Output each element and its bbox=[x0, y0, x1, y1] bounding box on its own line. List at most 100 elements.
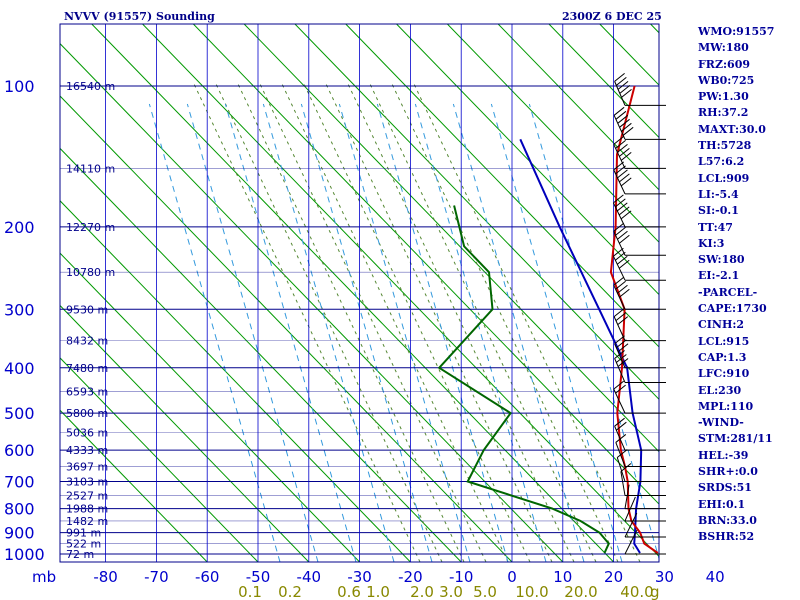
mixing-ratio-line bbox=[414, 103, 547, 562]
dry-adiabat-line bbox=[142, 24, 659, 558]
temperature-tick-label: -40 bbox=[297, 568, 322, 586]
mixing-ratio-line bbox=[186, 103, 319, 562]
index-item: WB0:725 bbox=[698, 73, 755, 87]
wind-barb-flag bbox=[615, 140, 626, 149]
mixing-ratio-label: 20.0 bbox=[564, 583, 597, 600]
pressure-label: 300 bbox=[4, 300, 35, 319]
dry-adiabat-line bbox=[60, 147, 462, 562]
dry-adiabat-line bbox=[446, 24, 659, 243]
height-label: 1482 m bbox=[66, 515, 108, 528]
wind-barb-flag bbox=[617, 230, 628, 240]
index-item: RH:37.2 bbox=[698, 106, 749, 120]
mixing-ratio-label: 0.1 bbox=[238, 583, 262, 600]
wind-barb bbox=[613, 380, 666, 414]
height-label: 72 m bbox=[66, 548, 94, 561]
dry-adiabat-line bbox=[345, 24, 659, 348]
height-label: 4333 m bbox=[66, 444, 108, 457]
height-label: 5036 m bbox=[66, 426, 108, 439]
wind-barb bbox=[612, 247, 666, 281]
wind-barb-staff bbox=[616, 457, 626, 482]
wind-barb-flag bbox=[615, 280, 626, 290]
height-label: 3103 m bbox=[66, 476, 108, 489]
pressure-label: 400 bbox=[4, 359, 35, 378]
height-label: 3697 m bbox=[66, 460, 108, 473]
pressure-label: 1000 bbox=[4, 545, 45, 564]
dry-adiabat-line bbox=[60, 42, 564, 562]
wind-layer bbox=[612, 72, 666, 555]
index-item: TH:5728 bbox=[698, 139, 752, 153]
index-item: MW:180 bbox=[698, 41, 749, 55]
wind-barb-flag bbox=[617, 80, 629, 90]
wind-barb-flag bbox=[616, 354, 627, 363]
dry-adiabat-line bbox=[91, 24, 614, 562]
index-item: -WIND- bbox=[698, 416, 744, 430]
stability-indices: WMO:91557 MW:180 FRZ:609 WB0:725 PW:1.30 RH:3… bbox=[698, 24, 774, 546]
wind-barb bbox=[614, 335, 666, 369]
index-item: EI:-2.1 bbox=[698, 269, 740, 283]
wind-barb-flag bbox=[620, 152, 632, 161]
temperature-tick-label: 20 bbox=[604, 568, 623, 586]
wind-barb bbox=[613, 222, 666, 256]
wind-barb-flag bbox=[614, 72, 625, 82]
dewpoint-profile-line bbox=[437, 205, 610, 554]
height-label: 8432 m bbox=[66, 335, 108, 348]
wind-barb-flag bbox=[613, 194, 624, 204]
dry-adiabat-line bbox=[243, 24, 659, 453]
index-item: CAPE:1730 bbox=[698, 302, 767, 316]
dry-adiabat-line bbox=[60, 95, 513, 562]
wind-barb-flag bbox=[617, 343, 629, 353]
wind-barb-staff bbox=[624, 484, 630, 509]
temperature-tick-label: -60 bbox=[195, 568, 220, 586]
height-label: 16540 m bbox=[66, 80, 115, 93]
temperature-tick-label: -80 bbox=[93, 568, 118, 586]
wind-barb-flag bbox=[617, 169, 628, 179]
mixing-ratio-label: 0.2 bbox=[278, 583, 302, 600]
wind-barb-flag bbox=[616, 421, 627, 431]
index-item: SRDS:51 bbox=[698, 481, 752, 495]
mixing-ratio-unit: g bbox=[650, 583, 660, 600]
dry-adiabat-line bbox=[294, 24, 659, 401]
wind-barb-flag bbox=[617, 144, 628, 153]
wind-barb-flag bbox=[615, 198, 626, 208]
wind-barb-flag bbox=[613, 222, 625, 232]
height-label: 5800 m bbox=[66, 407, 108, 420]
wind-barb-flag bbox=[617, 316, 629, 326]
wind-barb-flag bbox=[620, 463, 632, 472]
temperature-tick-label: -50 bbox=[246, 568, 271, 586]
temperature-tick-label: 0 bbox=[507, 568, 517, 586]
wind-barb-flag bbox=[617, 114, 629, 124]
wind-barb-flag bbox=[619, 84, 631, 94]
wind-barb-flag bbox=[620, 210, 632, 220]
wind-barb-flag bbox=[615, 384, 626, 394]
plot-frame bbox=[59, 23, 660, 563]
wind-barb bbox=[613, 308, 666, 342]
height-label: 2527 m bbox=[66, 490, 108, 503]
wind-barb bbox=[612, 194, 666, 228]
moist-adiabat-line bbox=[259, 83, 487, 562]
pressure-label: 700 bbox=[4, 473, 35, 492]
wind-barb bbox=[624, 512, 666, 538]
temperature-tick-label: 30 bbox=[655, 568, 674, 586]
wind-barb bbox=[613, 161, 666, 195]
mixing-ratio-line bbox=[224, 103, 357, 562]
wind-barb-flag bbox=[613, 276, 625, 286]
index-item: BRN:33.0 bbox=[698, 513, 757, 527]
wind-barb-flag bbox=[616, 202, 628, 212]
temperature-tick-label: -30 bbox=[347, 568, 372, 586]
wind-barb-flag bbox=[619, 148, 630, 157]
wind-barb bbox=[614, 350, 666, 383]
wind-barb-flag bbox=[613, 247, 624, 257]
index-item: BSHR:52 bbox=[698, 530, 755, 544]
dry-adiabat-line bbox=[60, 252, 360, 562]
wind-barb-flag bbox=[619, 118, 630, 128]
wind-barb-flag bbox=[616, 339, 627, 349]
moist-adiabat-line bbox=[391, 83, 619, 562]
wind-barb bbox=[620, 463, 666, 497]
index-item: CAP:1.3 bbox=[698, 350, 747, 364]
index-item: SHR+:0.0 bbox=[698, 465, 758, 479]
wind-barb-flag bbox=[613, 380, 625, 390]
wind-barb bbox=[624, 529, 666, 555]
wind-barb-staff bbox=[620, 471, 626, 496]
wind-barb-flag bbox=[617, 284, 628, 294]
